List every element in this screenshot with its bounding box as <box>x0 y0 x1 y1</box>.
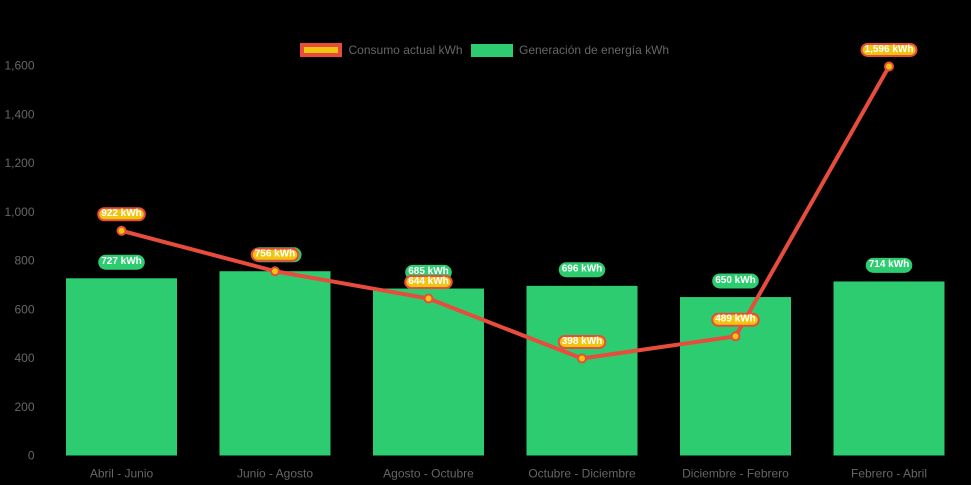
svg-text:800: 800 <box>14 254 34 268</box>
svg-text:1,596 kWh: 1,596 kWh <box>865 44 914 55</box>
svg-text:398 kWh: 398 kWh <box>562 336 603 347</box>
svg-text:714 kWh: 714 kWh <box>869 259 910 270</box>
svg-text:600: 600 <box>14 302 34 316</box>
svg-text:Agosto - Octubre: Agosto - Octubre <box>383 467 474 481</box>
svg-text:644 kWh: 644 kWh <box>408 276 449 287</box>
svg-text:650 kWh: 650 kWh <box>715 275 756 286</box>
svg-text:Febrero - Abril: Febrero - Abril <box>851 467 927 481</box>
svg-text:696 kWh: 696 kWh <box>562 264 603 275</box>
svg-text:Consumo actual kWh: Consumo actual kWh <box>349 43 463 57</box>
svg-text:400: 400 <box>14 351 34 365</box>
svg-text:Generación de energía kWh: Generación de energía kWh <box>519 43 669 57</box>
svg-text:0: 0 <box>28 449 35 463</box>
svg-text:727 kWh: 727 kWh <box>101 256 142 267</box>
svg-text:Diciembre - Febrero: Diciembre - Febrero <box>682 467 789 481</box>
svg-text:922 kWh: 922 kWh <box>101 208 142 219</box>
svg-text:1,600: 1,600 <box>4 59 34 73</box>
svg-text:Junio - Agosto: Junio - Agosto <box>237 467 313 481</box>
svg-text:Octubre - Diciembre: Octubre - Diciembre <box>528 467 636 481</box>
svg-text:685 kWh: 685 kWh <box>408 266 449 277</box>
svg-text:200: 200 <box>14 400 34 414</box>
svg-text:Abril - Junio: Abril - Junio <box>90 467 154 481</box>
svg-text:1,200: 1,200 <box>4 156 34 170</box>
svg-text:756 kWh: 756 kWh <box>255 249 296 260</box>
svg-text:1,000: 1,000 <box>4 205 34 219</box>
svg-text:1,400: 1,400 <box>4 107 34 121</box>
svg-text:489 kWh: 489 kWh <box>715 314 756 325</box>
